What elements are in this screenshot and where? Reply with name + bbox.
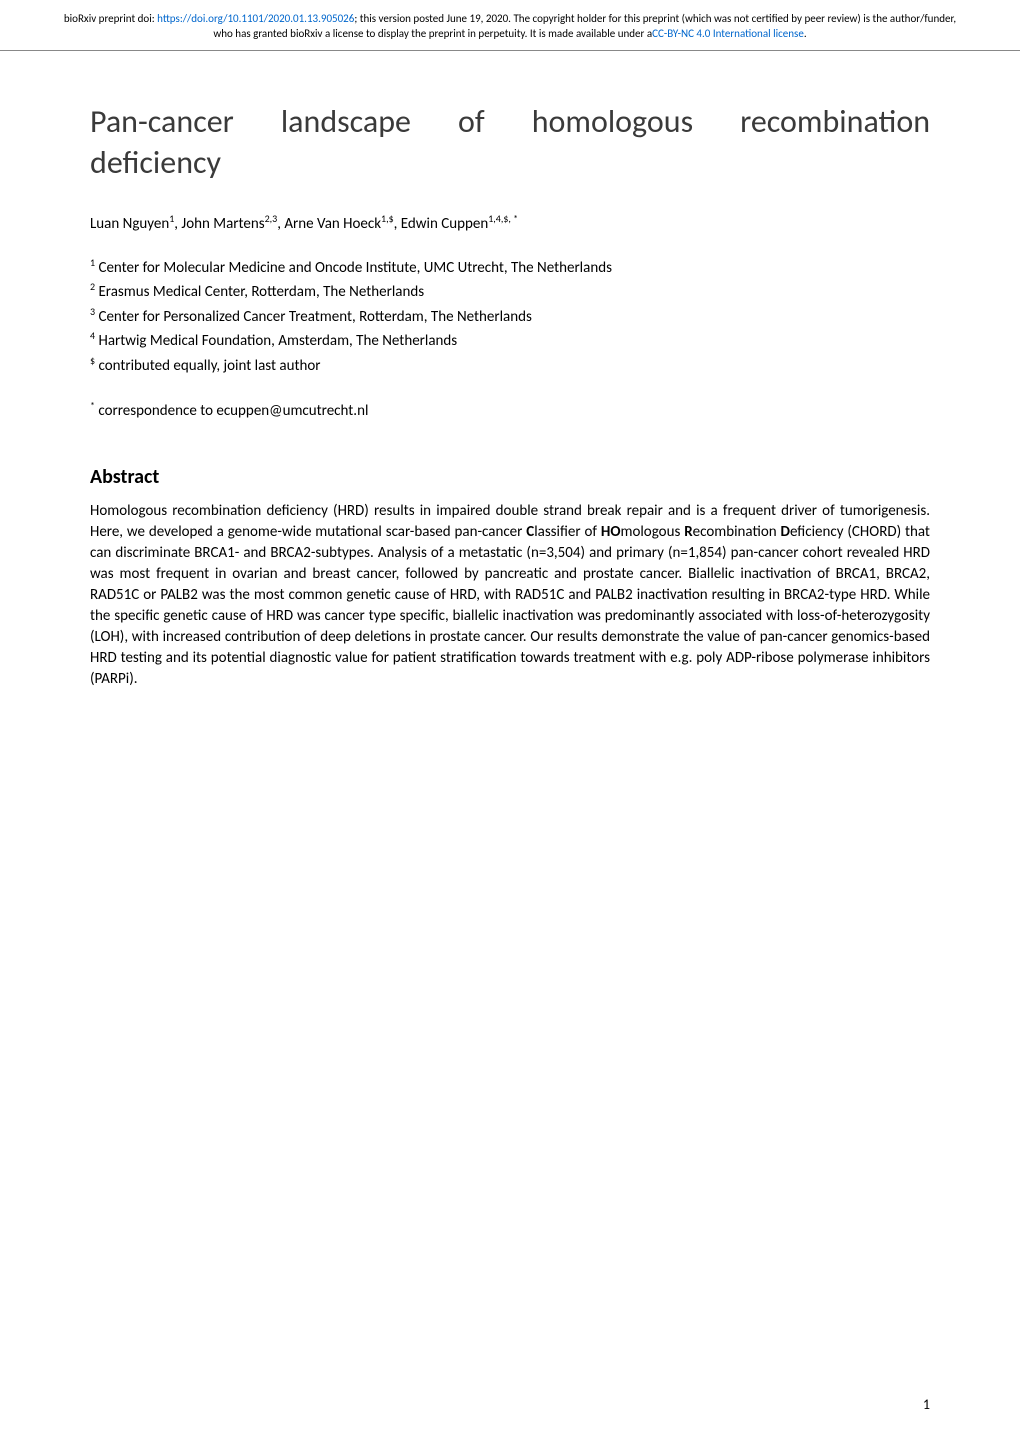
affiliation-5: $ contributed equally, joint last author <box>90 353 930 378</box>
license-suffix: . <box>804 27 807 40</box>
affiliation-1: 1 Center for Molecular Medicine and Onco… <box>90 255 930 280</box>
aff5-text: contributed equally, joint last author <box>95 357 320 375</box>
affiliation-3: 3 Center for Personalized Cancer Treatme… <box>90 304 930 329</box>
aff3-text: Center for Personalized Cancer Treatment… <box>95 308 532 326</box>
abs-p3: mologous <box>620 523 684 541</box>
abs-bold-r: R <box>684 523 692 541</box>
author-2-sup: 2,3 <box>265 212 278 225</box>
author-1: Luan Nguyen <box>90 215 169 233</box>
authors-line: Luan Nguyen1, John Martens2,3, Arne Van … <box>90 212 930 233</box>
abs-bold-d: D <box>781 523 790 541</box>
corr-text: correspondence to ecuppen@umcutrecht.nl <box>95 402 368 420</box>
page: bioRxiv preprint doi: https://doi.org/10… <box>0 0 1020 1443</box>
abs-bold-ho: HO <box>601 523 621 541</box>
affiliation-2: 2 Erasmus Medical Center, Rotterdam, The… <box>90 279 930 304</box>
doi-link[interactable]: https://doi.org/10.1101/2020.01.13.90502… <box>157 12 354 25</box>
author-4-sup: 1,4,$, * <box>488 212 518 225</box>
aff1-text: Center for Molecular Medicine and Oncode… <box>95 259 612 277</box>
author-2: , John Martens <box>174 215 264 233</box>
preprint-header: bioRxiv preprint doi: https://doi.org/10… <box>0 0 1020 51</box>
abs-bold-c: C <box>526 523 534 541</box>
abs-p4: ecombination <box>693 523 781 541</box>
affiliations: 1 Center for Molecular Medicine and Onco… <box>90 255 930 378</box>
page-number: 1 <box>923 1396 930 1413</box>
author-3-sup: 1,$ <box>381 212 394 225</box>
abs-p2: lassifier of <box>534 523 601 541</box>
abstract-body: Homologous recombination deficiency (HRD… <box>90 501 930 690</box>
paper-title: Pan-cancer landscape of homologous recom… <box>90 101 930 184</box>
license-link[interactable]: CC-BY-NC 4.0 International license <box>652 27 804 40</box>
preprint-prefix: bioRxiv preprint doi: <box>64 12 157 25</box>
aff2-text: Erasmus Medical Center, Rotterdam, The N… <box>95 283 424 301</box>
author-3: , Arne Van Hoeck <box>277 215 381 233</box>
abstract-heading: Abstract <box>90 465 930 489</box>
title-line2: deficiency <box>90 143 221 182</box>
affiliation-4: 4 Hartwig Medical Foundation, Amsterdam,… <box>90 328 930 353</box>
content-area: Pan-cancer landscape of homologous recom… <box>0 51 1020 731</box>
correspondence: * correspondence to ecuppen@umcutrecht.n… <box>90 399 930 420</box>
title-line1: Pan-cancer landscape of homologous recom… <box>90 102 930 141</box>
author-4: , Edwin Cuppen <box>394 215 489 233</box>
abs-p5: eficiency (CHORD) that can discriminate … <box>90 523 930 688</box>
aff4-text: Hartwig Medical Foundation, Amsterdam, T… <box>95 332 457 350</box>
